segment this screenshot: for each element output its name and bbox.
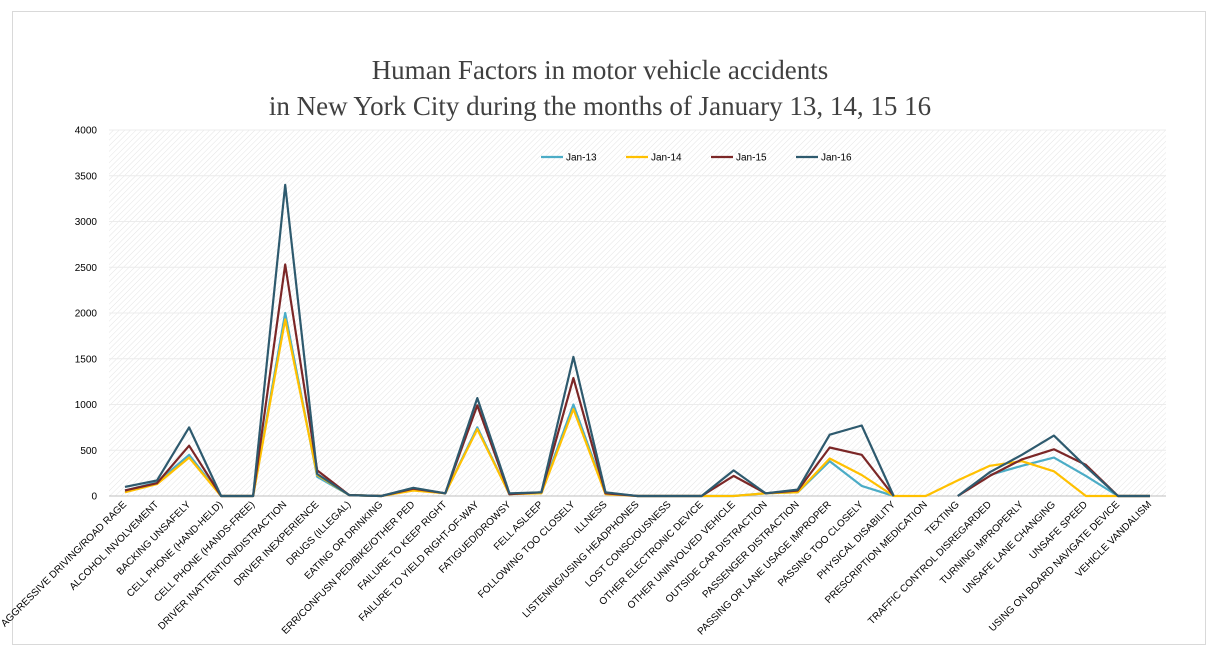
legend-label: Jan-15 — [736, 153, 767, 164]
x-tick-label: LISTENING/USING HEADPHONES — [521, 499, 642, 620]
x-tick-label: AGGRESSIVE DRIVING/ROAD RAGE — [0, 499, 129, 629]
y-tick-label: 500 — [80, 446, 97, 457]
y-tick-label: 1500 — [75, 354, 98, 365]
legend: Jan-13 Jan-14 Jan-15 Jan-16 — [541, 153, 852, 164]
chart-title-line-1: Human Factors in motor vehicle accidents — [371, 55, 829, 85]
x-tick-label: FAILURE TO YIELD RIGHT-OF-WAY — [357, 499, 482, 624]
y-tick-label: 4000 — [75, 126, 98, 137]
y-tick-label: 3500 — [75, 171, 98, 182]
y-tick-label: 0 — [91, 492, 97, 503]
y-axis-ticks: 0 500 1000 1500 2000 2500 3000 3500 4000 — [75, 126, 98, 503]
series-line-jan-16 — [124, 183, 1150, 498]
y-tick-label: 2500 — [75, 263, 98, 274]
legend-label: Jan-13 — [566, 153, 597, 164]
legend-label: Jan-16 — [821, 153, 852, 164]
series-lines — [124, 183, 1150, 498]
y-tick-label: 2000 — [75, 309, 98, 320]
legend-label: Jan-14 — [651, 153, 682, 164]
y-tick-label: 3000 — [75, 217, 98, 228]
chart-title-line-2: in New York City during the months of Ja… — [268, 91, 932, 121]
chart-title: Human Factors in motor vehicle accidents… — [13, 52, 1187, 124]
y-tick-label: 1000 — [75, 400, 98, 411]
x-tick-label: UNSAFE SPEED — [1028, 499, 1090, 561]
